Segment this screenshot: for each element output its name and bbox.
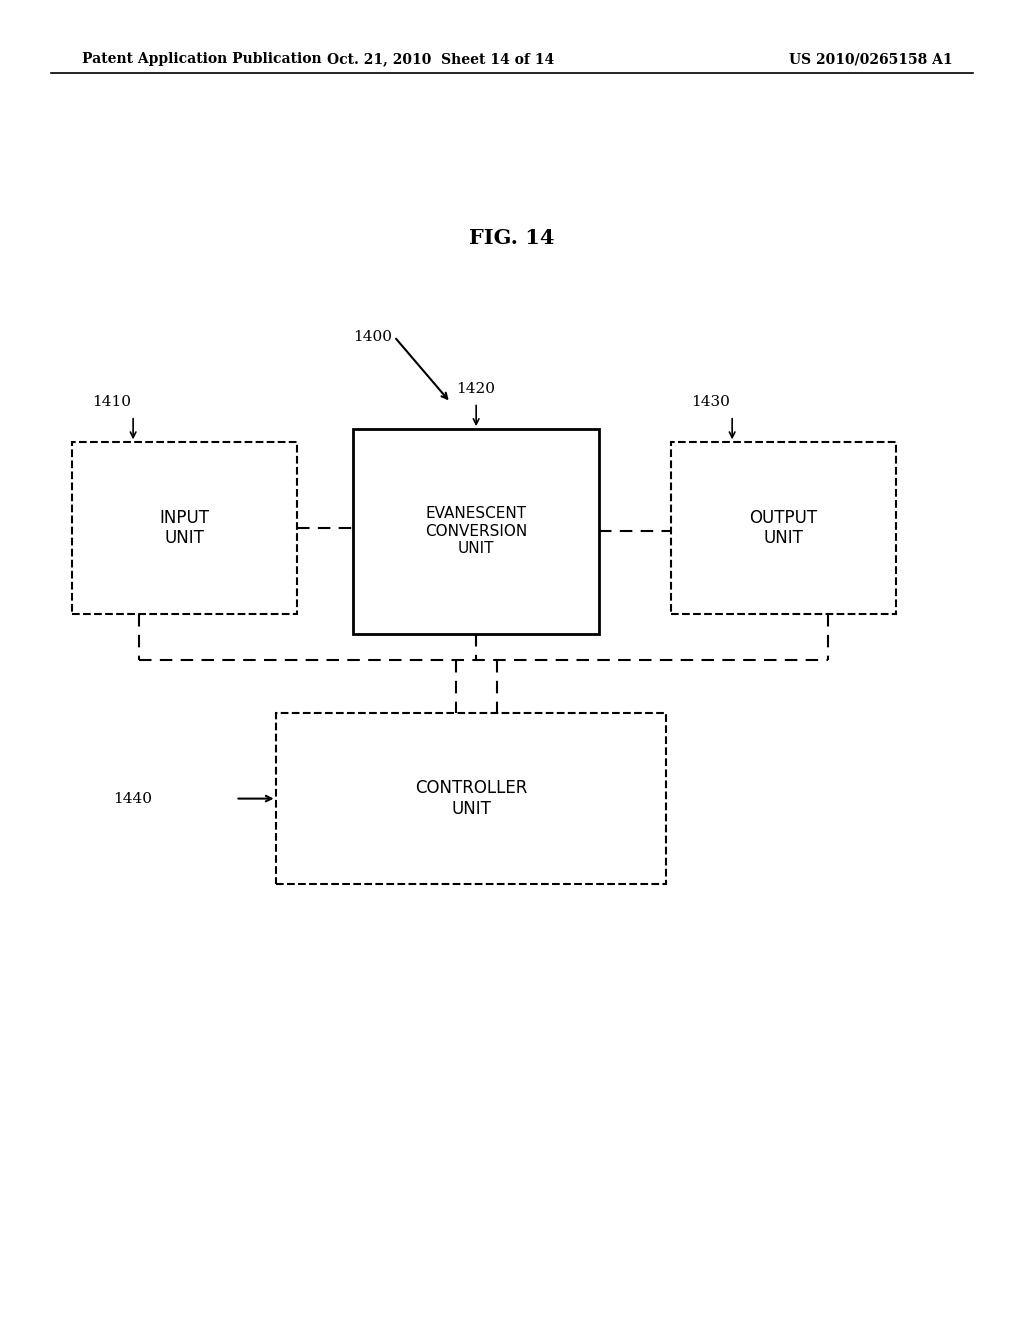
FancyBboxPatch shape [671,442,896,614]
Text: 1440: 1440 [113,792,152,805]
Text: 1430: 1430 [691,395,730,409]
Text: CONTROLLER
UNIT: CONTROLLER UNIT [415,779,527,818]
FancyBboxPatch shape [276,713,666,884]
FancyBboxPatch shape [72,442,297,614]
Text: 1410: 1410 [92,395,131,409]
FancyBboxPatch shape [353,429,599,634]
Text: FIG. 14: FIG. 14 [469,227,555,248]
Text: US 2010/0265158 A1: US 2010/0265158 A1 [788,53,952,66]
Text: OUTPUT
UNIT: OUTPUT UNIT [750,508,817,548]
Text: 1420: 1420 [456,381,495,396]
Text: 1400: 1400 [353,330,392,343]
Text: INPUT
UNIT: INPUT UNIT [160,508,209,548]
Text: Patent Application Publication: Patent Application Publication [82,53,322,66]
Text: EVANESCENT
CONVERSION
UNIT: EVANESCENT CONVERSION UNIT [425,507,527,556]
Text: Oct. 21, 2010  Sheet 14 of 14: Oct. 21, 2010 Sheet 14 of 14 [327,53,554,66]
